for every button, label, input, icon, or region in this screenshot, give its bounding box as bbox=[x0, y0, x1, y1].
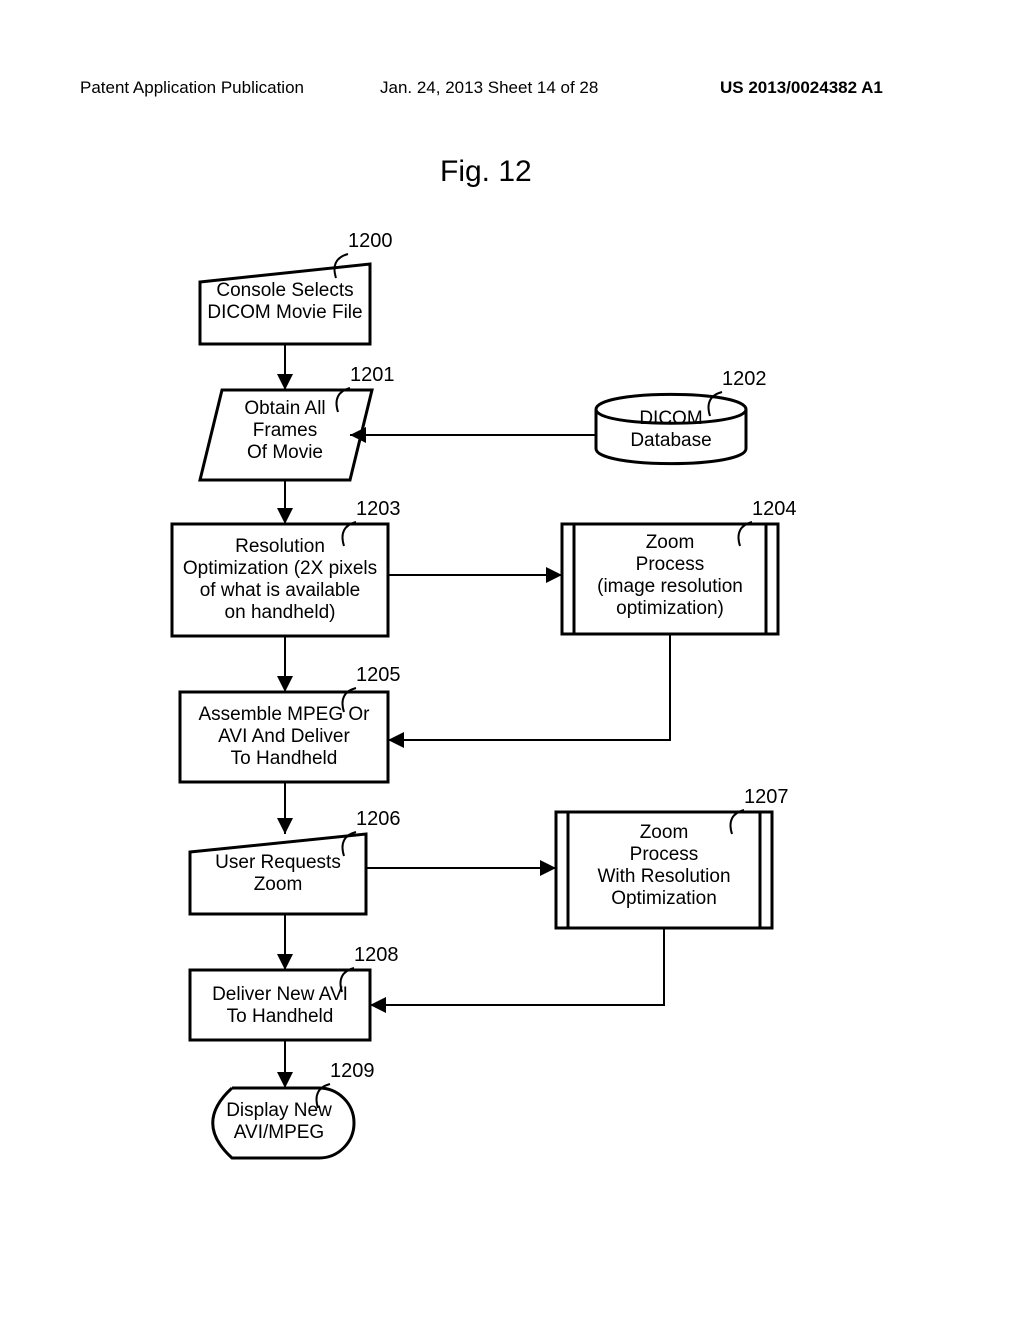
ref-1201: 1201 bbox=[350, 364, 395, 387]
ref-1204: 1204 bbox=[752, 498, 797, 521]
node-label-1207: Zoom Process With Resolution Optimizatio… bbox=[556, 822, 772, 909]
header-center: Jan. 24, 2013 Sheet 14 of 28 bbox=[380, 78, 598, 98]
ref-1206: 1206 bbox=[356, 808, 401, 831]
node-label-1208: Deliver New AVI To Handheld bbox=[190, 984, 370, 1028]
figure-title: Fig. 12 bbox=[440, 155, 532, 190]
node-label-1200: Console Selects DICOM Movie File bbox=[200, 280, 370, 324]
ref-1208: 1208 bbox=[354, 944, 399, 967]
ref-1203: 1203 bbox=[356, 498, 401, 521]
ref-1207: 1207 bbox=[744, 786, 789, 809]
node-label-1202: DICOM Database bbox=[596, 408, 746, 452]
header-right: US 2013/0024382 A1 bbox=[720, 78, 883, 98]
header-left: Patent Application Publication bbox=[80, 78, 304, 98]
node-label-1209: Display New AVI/MPEG bbox=[204, 1100, 354, 1144]
ref-1209: 1209 bbox=[330, 1060, 375, 1083]
node-label-1203: Resolution Optimization (2X pixels of wh… bbox=[172, 536, 388, 623]
ref-1200: 1200 bbox=[348, 230, 393, 253]
ref-1205: 1205 bbox=[356, 664, 401, 687]
node-label-1204: Zoom Process (image resolution optimizat… bbox=[562, 532, 778, 619]
node-label-1206: User Requests Zoom bbox=[190, 852, 366, 896]
node-label-1205: Assemble MPEG Or AVI And Deliver To Hand… bbox=[180, 704, 388, 770]
ref-1202: 1202 bbox=[722, 368, 767, 391]
node-label-1201: Obtain All Frames Of Movie bbox=[210, 398, 360, 464]
